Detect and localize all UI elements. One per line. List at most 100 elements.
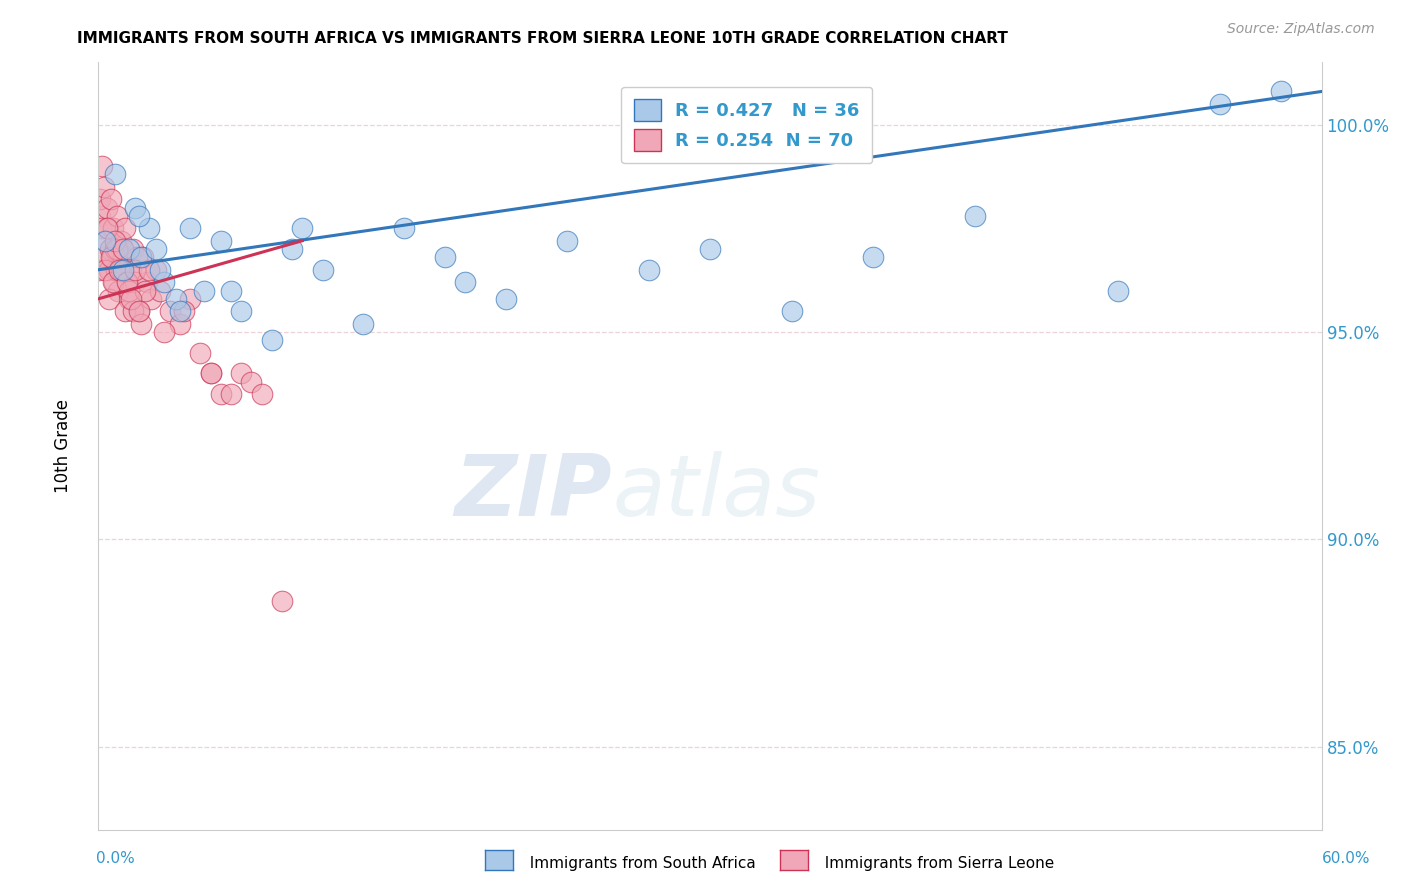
Text: Source: ZipAtlas.com: Source: ZipAtlas.com: [1227, 22, 1375, 37]
Point: [270, 594, 294, 608]
Point: [555, 234, 579, 248]
Point: [108, 262, 131, 277]
Point: [122, 242, 145, 256]
Point: [291, 221, 314, 235]
Text: IMMIGRANTS FROM SOUTH AFRICA VS IMMIGRANTS FROM SIERRA LEONE 10TH GRADE CORRELAT: IMMIGRANTS FROM SOUTH AFRICA VS IMMIGRAN…: [77, 31, 1008, 46]
Point: [152, 275, 174, 289]
Point: [495, 292, 517, 306]
Point: [104, 262, 127, 277]
Legend: R = 0.427   N = 36, R = 0.254  N = 70: R = 0.427 N = 36, R = 0.254 N = 70: [621, 87, 872, 163]
Point: [132, 250, 155, 264]
Point: [965, 209, 987, 223]
Text: atlas: atlas: [612, 450, 820, 533]
Point: [120, 262, 142, 277]
Point: [1270, 85, 1292, 99]
Point: [862, 250, 884, 264]
Point: [138, 221, 160, 235]
Point: [281, 242, 304, 256]
Point: [97, 262, 120, 277]
Point: [179, 292, 201, 306]
Point: [219, 284, 242, 298]
Point: [637, 262, 661, 277]
Point: [145, 262, 167, 277]
Point: [124, 262, 146, 277]
Point: [128, 304, 150, 318]
Point: [111, 262, 134, 277]
Point: [1107, 284, 1129, 298]
Point: [100, 192, 122, 206]
Point: [104, 242, 127, 256]
Point: [101, 221, 124, 235]
Point: [312, 262, 335, 277]
Point: [134, 284, 156, 298]
Point: [96, 221, 118, 235]
Point: [231, 304, 253, 318]
Point: [114, 304, 136, 318]
Point: [118, 242, 141, 256]
Point: [118, 284, 141, 298]
Point: [240, 375, 263, 389]
Point: [98, 242, 121, 256]
Point: [392, 221, 416, 235]
Point: [111, 250, 134, 264]
Point: [129, 250, 152, 264]
Point: [1208, 96, 1232, 111]
Point: [260, 333, 283, 347]
Point: [93, 234, 115, 248]
Text: Immigrants from Sierra Leone: Immigrants from Sierra Leone: [815, 856, 1054, 871]
Text: 0.0%: 0.0%: [96, 851, 135, 865]
Point: [100, 250, 122, 264]
Point: [93, 179, 115, 194]
Point: [128, 209, 150, 223]
Point: [136, 275, 159, 289]
Point: [149, 262, 172, 277]
Point: [105, 242, 128, 256]
Point: [250, 387, 273, 401]
Point: [165, 292, 187, 306]
Point: [105, 209, 128, 223]
Point: [188, 345, 212, 359]
Point: [91, 159, 114, 173]
Point: [97, 221, 120, 235]
Point: [110, 234, 132, 248]
Point: [122, 304, 145, 318]
Point: [100, 250, 122, 264]
Point: [209, 387, 232, 401]
Text: 10th Grade: 10th Grade: [55, 399, 72, 493]
Point: [96, 201, 118, 215]
Point: [120, 292, 142, 306]
Point: [89, 209, 111, 223]
Point: [118, 292, 141, 306]
Point: [169, 317, 191, 331]
Point: [141, 292, 163, 306]
Point: [433, 250, 456, 264]
Point: [159, 304, 181, 318]
Point: [149, 284, 172, 298]
Point: [103, 275, 125, 289]
Point: [94, 234, 117, 248]
Point: [127, 250, 149, 264]
Point: [454, 275, 477, 289]
Point: [111, 242, 134, 256]
Point: [200, 367, 222, 381]
Point: [128, 304, 150, 318]
Point: [780, 304, 803, 318]
Point: [115, 275, 138, 289]
Text: ZIP: ZIP: [454, 450, 612, 533]
Point: [124, 275, 146, 289]
Point: [89, 262, 111, 277]
Point: [169, 304, 191, 318]
Point: [209, 234, 232, 248]
Point: [107, 284, 129, 298]
Point: [90, 221, 112, 235]
Point: [101, 275, 124, 289]
Point: [129, 317, 152, 331]
Point: [152, 325, 174, 339]
Point: [200, 367, 222, 381]
Point: [699, 242, 721, 256]
Point: [114, 221, 136, 235]
Text: 60.0%: 60.0%: [1323, 851, 1371, 865]
Point: [104, 168, 127, 182]
Point: [231, 367, 253, 381]
Point: [145, 242, 167, 256]
